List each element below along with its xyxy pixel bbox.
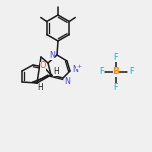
Text: F: F bbox=[129, 67, 133, 76]
Text: B: B bbox=[113, 67, 119, 76]
Text: F: F bbox=[99, 67, 103, 76]
Text: F: F bbox=[114, 52, 118, 62]
Text: H: H bbox=[37, 83, 43, 93]
Text: N: N bbox=[64, 78, 70, 86]
Text: F: F bbox=[114, 83, 118, 92]
Text: O: O bbox=[40, 62, 46, 71]
Text: N: N bbox=[72, 66, 78, 74]
Text: +: + bbox=[76, 64, 82, 69]
Text: N: N bbox=[49, 50, 55, 59]
Text: H: H bbox=[53, 67, 59, 76]
